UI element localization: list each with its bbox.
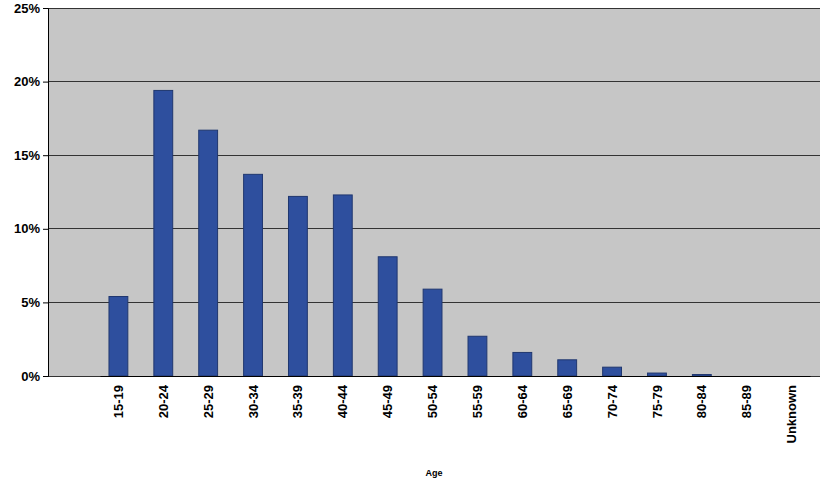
x-tick-label: 80-84 <box>694 384 709 418</box>
x-tick: 45-49 <box>380 376 395 418</box>
bar <box>782 376 801 377</box>
y-tick: 15% <box>14 148 48 163</box>
bar <box>737 376 756 377</box>
y-tick-mark <box>43 155 48 156</box>
y-tick: 5% <box>21 295 48 310</box>
chart-svg: 0% 5% 10% 15% 20% 25% 15-19 20-24 25-29 30-34 35-3… <box>0 0 822 482</box>
x-tick-label: 65-69 <box>560 385 575 418</box>
x-tick: 15-19 <box>111 376 126 418</box>
y-tick-label: 15% <box>14 148 40 163</box>
y-tick-mark <box>43 376 48 377</box>
y-tick-mark <box>43 8 48 9</box>
bar <box>109 297 128 376</box>
x-tick: 20-24 <box>156 376 171 418</box>
bar <box>199 130 218 376</box>
x-tick-label: 50-54 <box>425 384 440 418</box>
y-tick: 25% <box>14 1 48 16</box>
x-tick: Unknown <box>784 376 799 444</box>
y-tick: 10% <box>14 221 48 236</box>
x-tick-label: 35-39 <box>290 385 305 418</box>
x-tick-label: 45-49 <box>380 385 395 418</box>
x-tick: 55-59 <box>470 376 485 418</box>
y-tick-label: 20% <box>14 74 40 89</box>
x-tick-label: 55-59 <box>470 385 485 418</box>
bar <box>648 373 667 376</box>
x-tick: 85-89 <box>739 376 754 418</box>
bar <box>603 367 622 376</box>
bar <box>692 375 711 376</box>
y-axis: 0% 5% 10% 15% 20% 25% <box>14 1 49 384</box>
bar <box>154 90 173 376</box>
x-tick: 60-64 <box>515 376 530 418</box>
y-tick-label: 5% <box>21 295 40 310</box>
chart-container: 0% 5% 10% 15% 20% 25% 15-19 20-24 25-29 30-34 35-3… <box>0 0 822 482</box>
bars <box>109 90 711 376</box>
grid-line <box>48 81 820 82</box>
x-tick: 75-79 <box>650 376 665 418</box>
x-tick: 80-84 <box>694 376 709 418</box>
x-tick: 35-39 <box>290 376 305 418</box>
x-axis-line <box>101 376 811 377</box>
bar <box>288 196 307 376</box>
x-axis: 15-19 20-24 25-29 30-34 35-39 40-44 45-49 50-54… <box>101 376 811 444</box>
x-tick: 50-54 <box>425 376 440 418</box>
y-tick: 20% <box>14 74 48 89</box>
y-tick-label: 0% <box>21 369 40 384</box>
x-tick: 25-29 <box>201 376 216 418</box>
bar <box>378 257 397 376</box>
x-tick-label: 40-44 <box>335 384 350 418</box>
x-tick-label: 15-19 <box>111 385 126 418</box>
y-tick-label: 10% <box>14 221 40 236</box>
x-axis-title: Age <box>425 468 442 478</box>
bar <box>244 174 263 376</box>
y-tick-mark <box>43 229 48 230</box>
grid-line <box>48 8 820 9</box>
y-tick-mark <box>43 82 48 83</box>
y-axis-line <box>43 9 49 377</box>
bar <box>333 195 352 376</box>
y-tick: 0% <box>21 369 48 384</box>
grid <box>48 8 820 376</box>
bar <box>513 352 532 376</box>
y-tick-mark <box>43 302 48 303</box>
x-tick-label: 70-74 <box>605 384 620 418</box>
x-tick-label: 20-24 <box>156 384 171 418</box>
bar <box>423 289 442 376</box>
x-tick: 40-44 <box>335 376 350 418</box>
bar <box>468 336 487 376</box>
x-tick-label: 75-79 <box>650 385 665 418</box>
x-tick: 70-74 <box>605 376 620 418</box>
bar <box>558 360 577 376</box>
x-tick: 30-34 <box>246 376 261 418</box>
x-tick-label: 85-89 <box>739 385 754 418</box>
x-tick-label: 60-64 <box>515 384 530 418</box>
plot-background <box>48 8 820 376</box>
x-tick: 65-69 <box>560 376 575 418</box>
x-tick-label: Unknown <box>784 385 799 444</box>
x-tick-label: 30-34 <box>246 384 261 418</box>
y-tick-label: 25% <box>14 1 40 16</box>
x-tick-label: 25-29 <box>201 385 216 418</box>
